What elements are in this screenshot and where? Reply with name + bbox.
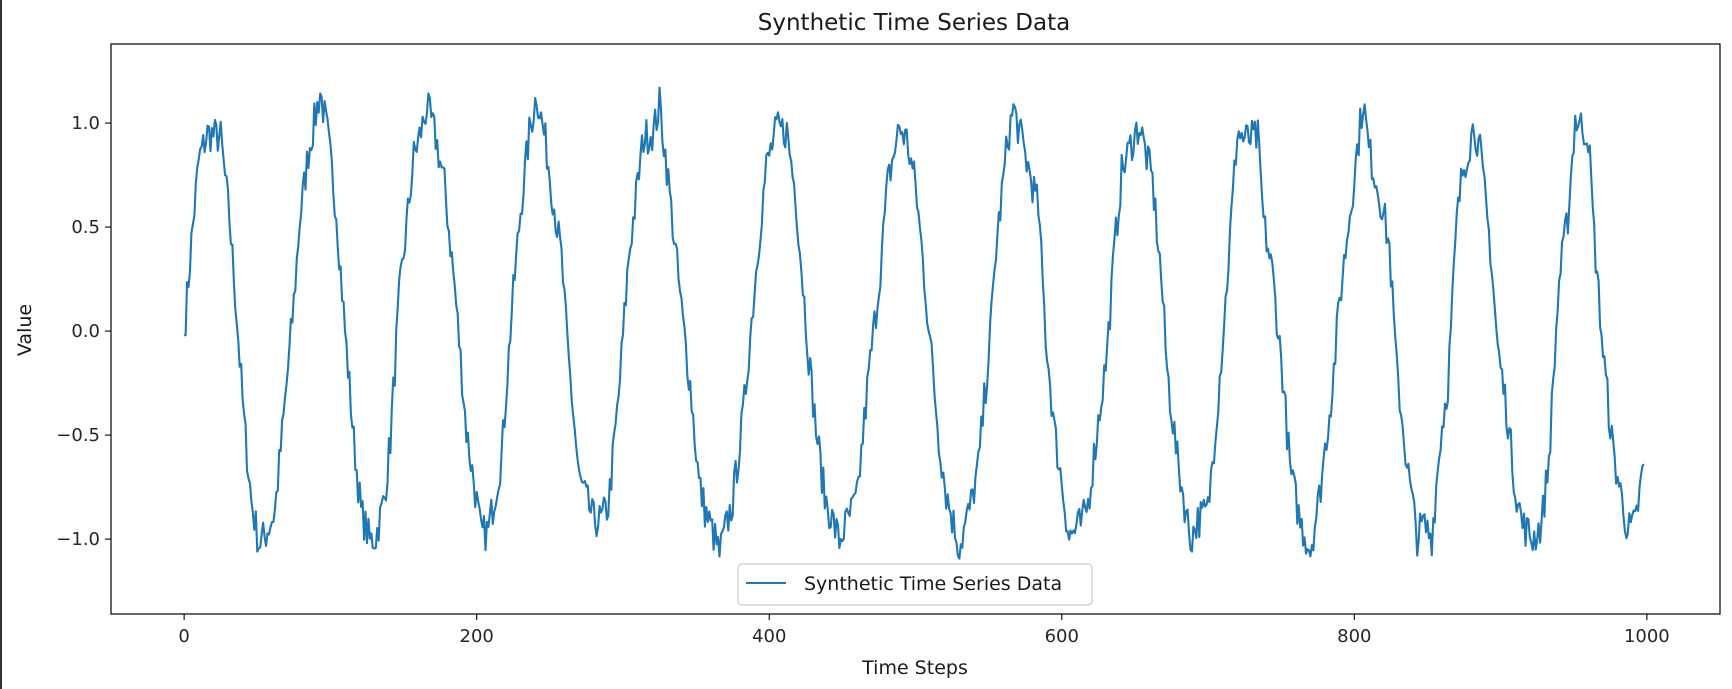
window-left-border xyxy=(0,0,2,689)
y-axis: 1.0 0.5 0.0 −0.5 −1.0 xyxy=(56,113,111,550)
y-tick-label: 0.0 xyxy=(71,321,100,342)
plot-area: 0 200 400 600 800 1000 1.0 0.5 0.0 −0.5 −1.0 xyxy=(56,43,1721,647)
x-axis-label: Time Steps xyxy=(861,657,968,679)
x-tick-label: 800 xyxy=(1337,626,1371,647)
legend-box xyxy=(737,563,1093,606)
y-tick-label: 0.5 xyxy=(71,217,100,238)
chart-title: Synthetic Time Series Data xyxy=(758,10,1070,36)
x-tick-label: 400 xyxy=(752,626,786,647)
y-tick-label: −1.0 xyxy=(56,529,100,550)
series-line xyxy=(184,86,1645,560)
y-tick-label: −0.5 xyxy=(56,425,100,446)
x-tick-label: 1000 xyxy=(1624,626,1670,647)
legend-label: Synthetic Time Series Data xyxy=(804,573,1062,595)
y-axis-label: Value xyxy=(14,304,36,356)
x-tick-label: 0 xyxy=(178,626,189,647)
x-axis: 0 200 400 600 800 1000 xyxy=(178,614,1670,647)
x-tick-label: 200 xyxy=(460,626,494,647)
y-tick-label: 1.0 xyxy=(71,113,100,134)
plot-frame xyxy=(110,43,1721,615)
x-tick-label: 600 xyxy=(1045,626,1079,647)
legend: Synthetic Time Series Data xyxy=(737,563,1093,606)
